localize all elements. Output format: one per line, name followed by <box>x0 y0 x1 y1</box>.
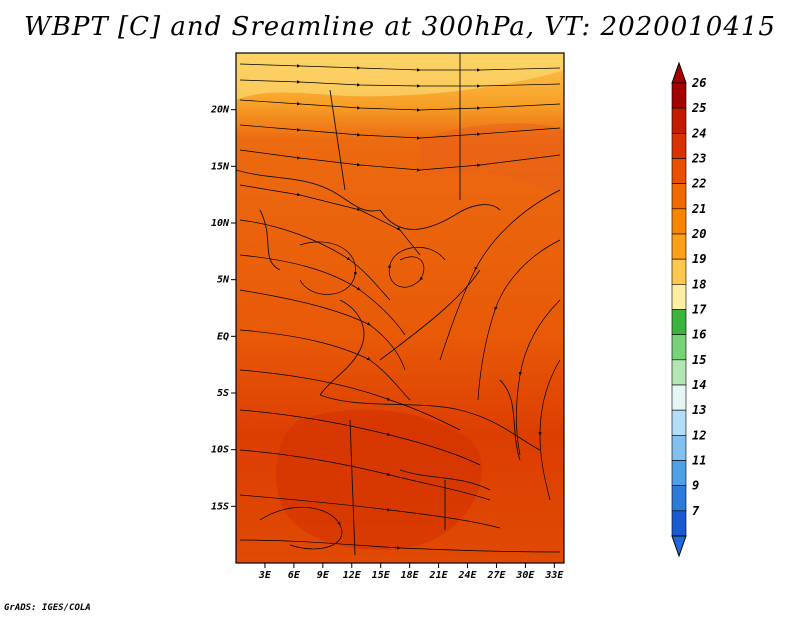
lat-tick-label: 15S <box>211 501 229 512</box>
colorbar-label: 9 <box>692 479 699 493</box>
colorbar-min-arrow <box>671 535 687 558</box>
lat-tick-label: 10S <box>211 445 229 456</box>
lon-tick-label: 18E <box>401 570 420 581</box>
colorbar-label: 26 <box>691 76 706 90</box>
colorbar-swatch <box>671 208 687 235</box>
lat-tick-label: 5N <box>217 275 230 286</box>
colorbar-swatch <box>671 384 687 411</box>
colorbar-swatch <box>671 183 687 210</box>
colorbar-swatch <box>671 309 687 335</box>
colorbar-label: 13 <box>692 403 706 417</box>
colorbar-swatch <box>671 334 687 361</box>
colorbar-swatch <box>671 435 687 461</box>
lat-tick-label: 15N <box>211 161 230 172</box>
colorbar-label: 16 <box>692 328 706 342</box>
colorbar-label: 17 <box>692 303 707 317</box>
lon-tick-label: 24E <box>457 570 477 581</box>
colorbar-label: 15 <box>692 353 706 367</box>
colorbar-swatch <box>671 107 687 134</box>
colorbar-swatch <box>671 158 687 184</box>
colorbar-label: 25 <box>691 101 706 115</box>
lon-tick-label: 27E <box>486 570 506 581</box>
lat-tick-label: 20N <box>210 105 230 116</box>
colorbar-label: 7 <box>692 504 700 518</box>
wbpt-cool-patch <box>420 123 564 200</box>
latitude-axis: 20N 15N 10N 5N EQ 5S 10S 15S <box>210 105 236 512</box>
wbpt-warm-patch <box>276 409 482 550</box>
colorbar-label: 19 <box>692 252 706 266</box>
lat-tick-label: 5S <box>217 388 229 399</box>
chart-title: WBPT [C] and Sreamline at 300hPa, VT: 20… <box>24 12 776 42</box>
map-panel <box>235 52 565 564</box>
lon-tick-label: 3E <box>258 570 272 581</box>
colorbar-label: 22 <box>691 177 706 191</box>
lon-tick-label: 15E <box>372 570 391 581</box>
map-frame <box>235 52 565 564</box>
colorbar-label: 12 <box>692 428 706 442</box>
lon-tick-label: 9E <box>317 570 330 581</box>
colorbar-swatch <box>671 258 687 285</box>
lon-tick-label: 12E <box>343 570 362 581</box>
colorbar-label: 11 <box>692 454 706 468</box>
colorbar-swatch <box>671 82 687 109</box>
colorbar-swatch <box>671 460 687 486</box>
colorbar-swatch <box>671 284 687 310</box>
lon-tick-label: 33E <box>544 570 564 581</box>
colorbar: 26 25 24 23 22 21 20 19 18 17 16 15 14 13 12 11 9 7 <box>671 61 707 558</box>
lat-tick-label: EQ <box>217 331 229 342</box>
colorbar-swatch <box>671 510 687 537</box>
streamlines <box>239 63 561 553</box>
colorbar-swatch <box>671 409 687 436</box>
longitude-axis: 3E 6E 9E 12E 15E 18E 21E 24E 27E 30E 33E <box>258 563 564 581</box>
colorbar-swatch <box>671 233 687 260</box>
colorbar-swatch <box>671 359 687 386</box>
lon-tick-label: 6E <box>288 570 301 581</box>
colorbar-label: 14 <box>692 378 706 392</box>
colorbar-label: 24 <box>691 126 706 140</box>
grads-credit: GrADS: IGES/COLA <box>4 603 91 613</box>
lon-tick-label: 30E <box>515 570 535 581</box>
colorbar-label: 21 <box>691 202 706 216</box>
colorbar-label: 18 <box>692 277 706 291</box>
lon-tick-label: 21E <box>429 570 449 581</box>
colorbar-swatch <box>671 485 687 512</box>
colorbar-max-arrow <box>671 61 687 84</box>
colorbar-label: 20 <box>691 227 706 241</box>
colorbar-swatch <box>671 133 687 159</box>
colorbar-label: 23 <box>691 152 706 166</box>
lat-tick-label: 10N <box>211 218 230 229</box>
